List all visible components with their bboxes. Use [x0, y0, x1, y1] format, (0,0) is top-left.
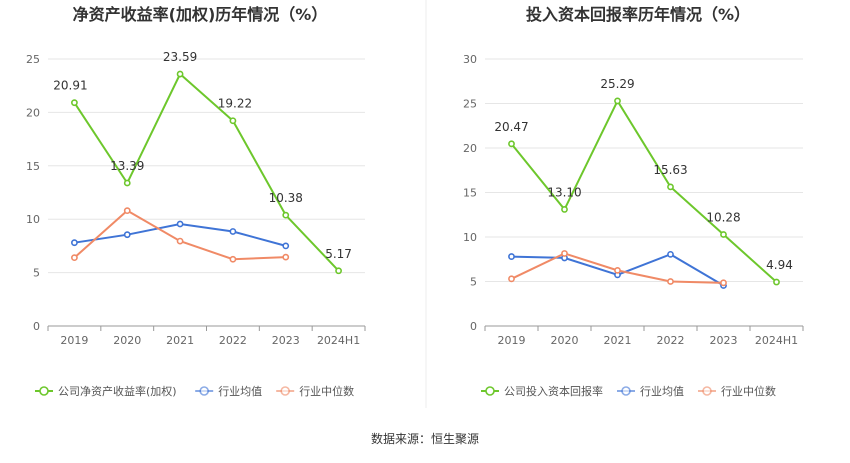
- data-point: [229, 255, 237, 263]
- y-tick-label: 15: [463, 187, 477, 200]
- x-tick-label: 2022: [657, 334, 685, 347]
- data-label: 10.28: [706, 211, 740, 225]
- x-tick-label: 2020: [551, 334, 579, 347]
- data-label: 13.10: [547, 185, 581, 199]
- legend-label: 行业中位数: [299, 384, 354, 398]
- y-tick-label: 25: [463, 98, 477, 111]
- data-point: [508, 275, 515, 283]
- y-tick-label: 0: [470, 320, 477, 333]
- data-point: [614, 266, 621, 274]
- data-label: 15.63: [653, 163, 687, 177]
- chart-title: 净资产收益率(加权)历年情况（%）: [73, 5, 328, 24]
- legend-label: 行业均值: [640, 385, 684, 398]
- data-point: [229, 228, 237, 235]
- x-tick-label: 2019: [498, 334, 526, 347]
- data-point: [123, 207, 131, 215]
- series-line: [73, 72, 340, 272]
- data-point: [176, 220, 184, 228]
- legend-label: 行业中位数: [721, 384, 776, 398]
- data-label: 4.94: [766, 258, 793, 272]
- x-tick-label: 2022: [219, 334, 247, 347]
- data-point: [282, 242, 290, 250]
- roe-chart-panel: 净资产收益率(加权)历年情况（%） 0 5 10 15 20 25 2019 2020 2021 2…: [26, 5, 366, 398]
- data-point: [176, 237, 184, 245]
- data-point: [71, 239, 78, 247]
- data-point: [176, 70, 184, 78]
- legend-marker: [702, 386, 712, 396]
- data-point: [561, 250, 568, 257]
- data-point: [508, 253, 515, 260]
- legend-marker: [39, 386, 49, 396]
- data-point: [335, 267, 342, 275]
- data-point: [282, 253, 290, 261]
- data-point: [508, 140, 515, 148]
- x-tick-label: 2021: [604, 334, 632, 347]
- data-point: [123, 231, 131, 239]
- data-point: [71, 254, 78, 262]
- legend-marker: [199, 386, 209, 396]
- data-point: [614, 97, 621, 105]
- x-tick-label: 2023: [710, 334, 738, 347]
- x-tick-label: 2023: [272, 334, 300, 347]
- data-point: [720, 231, 727, 238]
- data-label: 25.29: [600, 77, 634, 91]
- data-label: 5.17: [325, 247, 352, 261]
- y-tick-label: 15: [26, 160, 40, 173]
- series-line: [73, 209, 286, 261]
- data-source-label: 数据来源：恒生聚源: [371, 431, 479, 446]
- y-tick-label: 10: [463, 231, 477, 244]
- legend-label: 行业均值: [218, 385, 262, 398]
- legend-marker: [621, 386, 631, 396]
- data-label: 23.59: [163, 50, 197, 64]
- legend-marker: [485, 386, 495, 396]
- legend-label: 公司投入资本回报率: [504, 384, 603, 398]
- y-tick-label: 10: [26, 213, 40, 226]
- data-point: [229, 117, 237, 125]
- data-label: 10.38: [269, 191, 303, 205]
- x-tick-label: 2021: [166, 334, 194, 347]
- y-tick-label: 5: [33, 267, 40, 280]
- data-point: [773, 278, 780, 286]
- data-point: [282, 211, 290, 219]
- data-point: [561, 206, 568, 213]
- data-point: [667, 278, 674, 285]
- data-point: [71, 99, 78, 107]
- data-point: [720, 279, 727, 287]
- data-label: 13.39: [110, 159, 144, 173]
- x-tick-label: 2024H1: [317, 334, 360, 347]
- chart-title: 投入资本回报率历年情况（%）: [526, 5, 750, 24]
- y-tick-label: 25: [26, 53, 40, 66]
- x-tick-label: 2024H1: [755, 334, 798, 347]
- x-tick-label: 2019: [60, 334, 88, 347]
- y-tick-label: 0: [33, 320, 40, 333]
- roic-chart-panel: 投入资本回报率历年情况（%） 0 5 10 15 20 25 30 2019 2020 2021 20…: [463, 5, 804, 398]
- legend-marker: [280, 386, 291, 396]
- y-tick-label: 20: [26, 106, 40, 119]
- data-point: [667, 183, 674, 191]
- legend-label: 公司净资产收益率(加权): [58, 384, 177, 398]
- y-tick-label: 5: [470, 276, 477, 289]
- x-tick-label: 2020: [113, 334, 141, 347]
- series-line: [510, 98, 778, 283]
- y-tick-label: 20: [463, 142, 477, 155]
- data-label: 20.47: [494, 120, 528, 134]
- y-tick-label: 30: [463, 53, 477, 66]
- data-point: [123, 179, 131, 187]
- data-point: [667, 250, 674, 258]
- data-label: 20.91: [53, 79, 87, 93]
- data-label: 19.22: [218, 97, 252, 111]
